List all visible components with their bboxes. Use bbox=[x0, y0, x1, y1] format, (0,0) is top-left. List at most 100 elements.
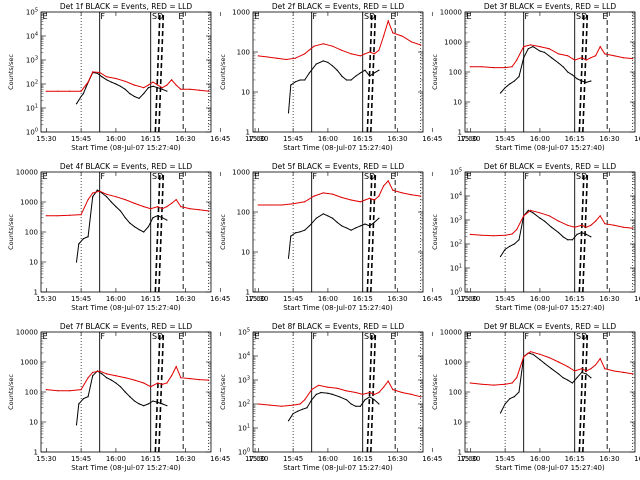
y-tick-label: 1 bbox=[458, 449, 462, 457]
series-lld-point bbox=[331, 45, 334, 47]
series-lld-point bbox=[492, 67, 495, 69]
series-lld-point bbox=[80, 389, 82, 391]
series-lld-point bbox=[115, 77, 117, 80]
series-lld-point bbox=[180, 377, 182, 379]
series-events-point bbox=[509, 398, 511, 400]
panel-det-6: Det 6f BLACK = Events, RED = LLD 15:30 15:… bbox=[431, 162, 640, 312]
x-tick-label: 15:45 bbox=[495, 135, 515, 143]
series-events-point bbox=[311, 399, 313, 401]
y-tick-label: 104 bbox=[238, 352, 250, 361]
series-lld-point bbox=[166, 206, 168, 208]
series-events-point bbox=[78, 403, 80, 405]
series-events-point bbox=[143, 231, 145, 233]
series-events-point bbox=[369, 225, 371, 227]
panel-title: Det 2f BLACK = Events, RED = LLD bbox=[272, 2, 405, 11]
series-events-point bbox=[571, 74, 574, 76]
series-events-point bbox=[322, 213, 324, 215]
y-tick-label: 100 bbox=[449, 69, 462, 77]
event-marker-e-left: E bbox=[466, 172, 471, 181]
series-lld-point bbox=[175, 366, 177, 368]
y-tick-label: 1 bbox=[246, 289, 250, 297]
series-lld-point bbox=[267, 56, 269, 58]
series-lld-point bbox=[420, 396, 422, 398]
series-lld-point bbox=[369, 51, 371, 53]
panel-det-5: Det 5f BLACK = Events, RED = LLD 15:30 15:… bbox=[219, 162, 477, 312]
series-events-point bbox=[518, 391, 520, 393]
series-lld-point bbox=[124, 199, 126, 201]
slanted-dashed-marker bbox=[370, 11, 377, 133]
series-events-point bbox=[327, 215, 329, 217]
series-lld-point bbox=[175, 84, 177, 86]
series-lld-point bbox=[469, 233, 471, 235]
event-marker-sd: SD bbox=[152, 172, 163, 181]
slanted-dashed-marker bbox=[158, 331, 165, 453]
x-tick-label: 16:00 bbox=[106, 455, 126, 463]
series-events-line bbox=[288, 391, 380, 422]
series-lld-point bbox=[557, 361, 560, 363]
y-axis-label: Counts/sec bbox=[431, 214, 439, 250]
event-marker-sd: SD bbox=[364, 12, 375, 21]
x-tick-label: 16:00 bbox=[530, 135, 550, 143]
plot-frame bbox=[464, 331, 636, 453]
x-tick-label: 15:45 bbox=[71, 135, 91, 143]
event-marker-e: E bbox=[178, 12, 183, 21]
series-events-point bbox=[543, 362, 546, 364]
series-lld-point bbox=[599, 358, 601, 360]
series-lld-point bbox=[530, 351, 532, 353]
series-lld-point bbox=[613, 370, 615, 372]
series-events-point bbox=[543, 220, 546, 222]
series-lld-point bbox=[331, 193, 334, 195]
series-lld-point bbox=[355, 391, 357, 394]
x-axis-label: Start Time (08-Jul-07 15:27:40) bbox=[283, 304, 393, 312]
series-events-point bbox=[567, 239, 569, 241]
y-tick-label: 105 bbox=[450, 168, 462, 177]
x-tick-label: 16:45 bbox=[422, 295, 442, 303]
series-events-point bbox=[355, 405, 357, 407]
series-events-point bbox=[143, 93, 145, 95]
event-marker-sd: SD bbox=[364, 332, 375, 341]
y-tick-label: 100 bbox=[450, 288, 462, 297]
series-events-point bbox=[350, 403, 352, 405]
y-tick-label: 10 bbox=[29, 419, 38, 427]
series-lld-point bbox=[106, 193, 108, 195]
series-events-point bbox=[110, 379, 112, 381]
series-lld-point bbox=[492, 235, 495, 237]
series-events-point bbox=[106, 79, 108, 81]
slanted-dashed-marker bbox=[154, 171, 161, 293]
series-lld-point bbox=[138, 85, 140, 87]
series-lld-point bbox=[189, 378, 191, 380]
series-events-point bbox=[119, 85, 122, 87]
x-tick-label: 15:30 bbox=[460, 295, 480, 303]
event-marker-f: F bbox=[100, 12, 105, 21]
x-axis-label: Start Time (08-Jul-07 15:27:40) bbox=[495, 144, 605, 152]
series-lld-point bbox=[318, 384, 320, 386]
series-events-point bbox=[299, 231, 301, 233]
series-events-point bbox=[166, 219, 168, 221]
series-events-point bbox=[306, 407, 308, 409]
series-events-point bbox=[345, 227, 348, 229]
series-lld-point bbox=[311, 389, 313, 391]
series-events-point bbox=[304, 229, 306, 231]
series-lld-point bbox=[590, 224, 592, 226]
event-marker-e: E bbox=[390, 172, 395, 181]
event-marker-f: F bbox=[524, 332, 529, 341]
series-lld-point bbox=[504, 67, 506, 69]
series-lld-point bbox=[180, 88, 182, 90]
series-events-point bbox=[532, 212, 534, 214]
x-tick-label: 16:15 bbox=[353, 295, 373, 303]
series-events-point bbox=[322, 60, 324, 62]
series-lld-point bbox=[567, 55, 569, 57]
series-lld-point bbox=[292, 404, 294, 406]
series-lld-point bbox=[106, 373, 108, 375]
series-lld-point bbox=[516, 59, 518, 61]
plot-frame bbox=[252, 331, 424, 453]
series-lld-point bbox=[378, 49, 380, 51]
series-lld-point bbox=[595, 55, 597, 57]
series-events-point bbox=[157, 401, 159, 403]
series-events-point bbox=[327, 392, 329, 394]
series-lld-point bbox=[548, 48, 550, 50]
event-marker-f: F bbox=[100, 332, 105, 341]
y-tick-label: 100 bbox=[449, 389, 462, 397]
series-lld-point bbox=[57, 390, 59, 392]
